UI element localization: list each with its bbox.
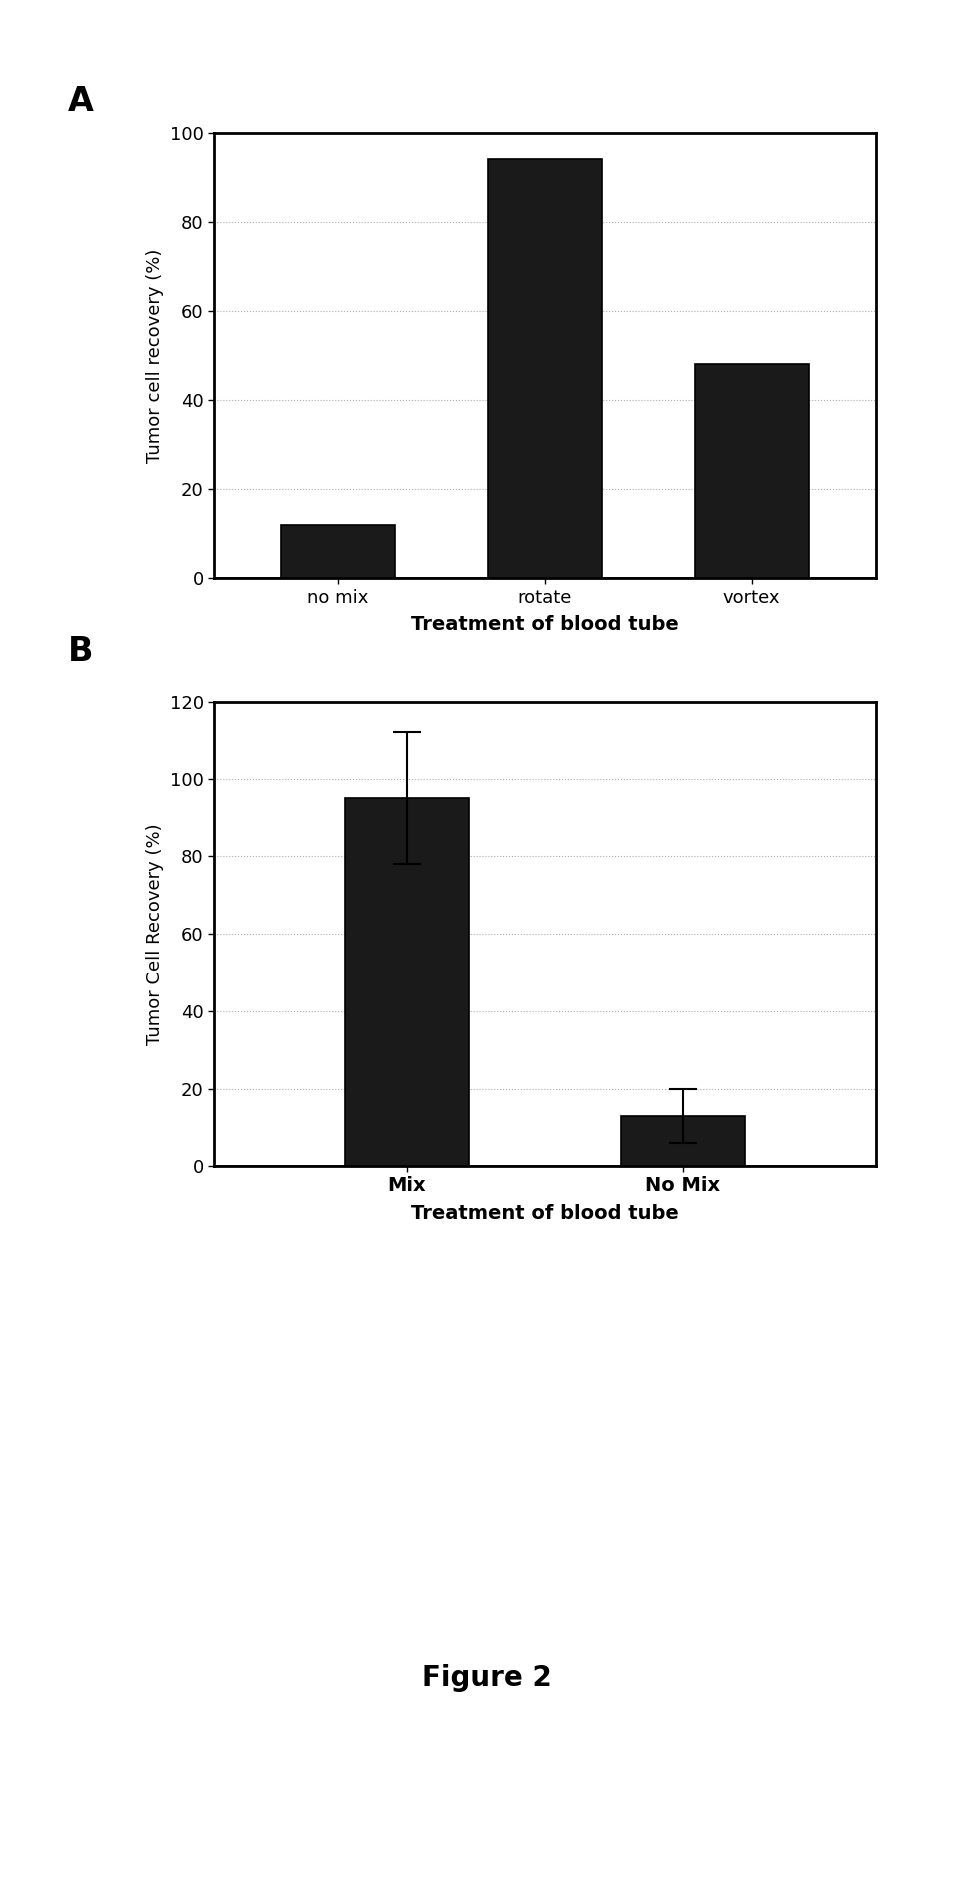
Bar <box>695 364 809 578</box>
Y-axis label: Tumor cell recovery (%): Tumor cell recovery (%) <box>146 248 164 463</box>
Text: Figure 2: Figure 2 <box>421 1665 552 1691</box>
X-axis label: Treatment of blood tube: Treatment of blood tube <box>411 614 679 633</box>
Bar <box>281 525 395 578</box>
Text: B: B <box>68 635 93 667</box>
Bar <box>621 1115 744 1166</box>
X-axis label: Treatment of blood tube: Treatment of blood tube <box>411 1204 679 1223</box>
Bar <box>345 798 469 1166</box>
Text: A: A <box>68 85 94 118</box>
Y-axis label: Tumor Cell Recovery (%): Tumor Cell Recovery (%) <box>146 823 164 1045</box>
Bar <box>488 159 601 578</box>
